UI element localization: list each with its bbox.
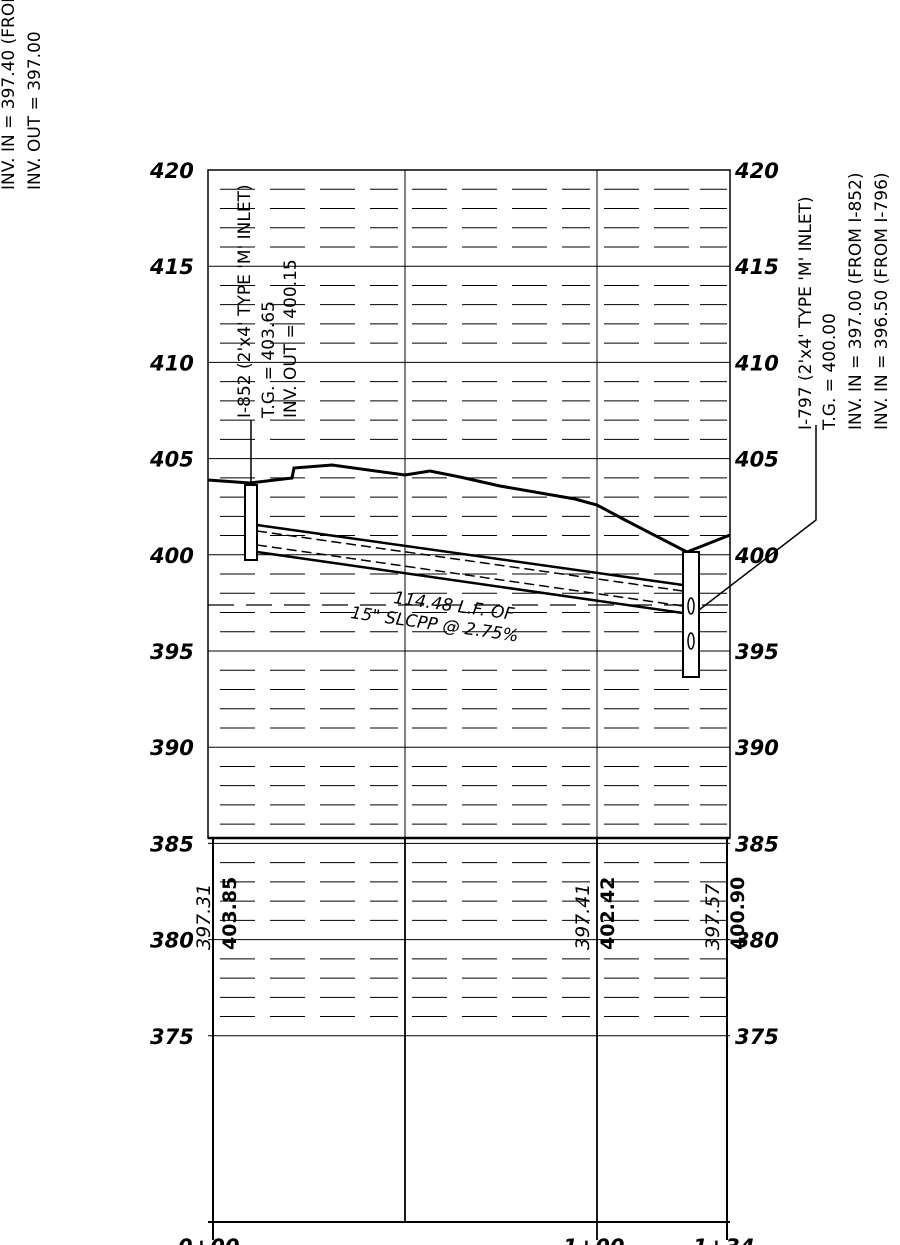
existing-ground-line bbox=[207, 463, 731, 554]
inlet-i797-inv-in-2: INV. IN = 396.50 (FROM I-796) bbox=[872, 172, 892, 430]
elev-label-left: 410 bbox=[149, 351, 194, 375]
elev-label-left: 385 bbox=[150, 832, 194, 856]
profile-data-table bbox=[208, 836, 730, 1240]
elev-label-left: 400 bbox=[149, 544, 194, 568]
pipe-15in-slcpp bbox=[256, 523, 684, 615]
top-left-notes: INV. IN = 397.40 (FROM I-800) INV. OUT =… bbox=[0, 0, 45, 190]
inlet-i852-inv-out: INV. OUT = 400.15 bbox=[281, 259, 301, 418]
inlet-i797: I-797 (2'x4' TYPE 'M' INLET) T.G. = 400.… bbox=[682, 172, 892, 678]
elev-label-left: 380 bbox=[150, 929, 194, 953]
inlet-i852-title: I-852 (2'x4' TYPE 'M' INLET) bbox=[235, 184, 255, 418]
station-2-grade: 400.90 bbox=[727, 877, 749, 950]
elev-label-right: 410 bbox=[734, 351, 779, 375]
station-label-0: 0+00 bbox=[178, 1235, 239, 1245]
table-values: 397.31 403.85 397.41 402.42 397.57 400.9… bbox=[193, 877, 749, 950]
top-left-note-1: INV. IN = 397.40 (FROM I-800) bbox=[0, 0, 19, 190]
pipe-top-inner bbox=[256, 530, 684, 592]
elev-label-right: 395 bbox=[735, 640, 779, 664]
elev-label-left: 415 bbox=[149, 255, 194, 279]
station-1-invert: 397.41 bbox=[572, 884, 594, 950]
elev-label-right: 420 bbox=[734, 159, 779, 183]
station-1-grade: 402.42 bbox=[597, 877, 619, 950]
elevation-labels-left: 420 415 410 405 400 395 390 385 380 375 bbox=[149, 159, 194, 1049]
station-2-invert: 397.57 bbox=[702, 884, 724, 950]
elev-label-right: 415 bbox=[734, 255, 779, 279]
pipe-invert-line bbox=[256, 550, 684, 615]
inlet-i852: I-852 (2'x4' TYPE 'M' INLET) T.G. = 403.… bbox=[235, 184, 301, 561]
elev-label-right: 405 bbox=[734, 448, 779, 472]
elev-label-left: 420 bbox=[149, 159, 194, 183]
pipe-opening-1 bbox=[687, 597, 695, 615]
elev-label-right: 390 bbox=[735, 736, 779, 760]
elev-label-left: 395 bbox=[150, 640, 194, 664]
elev-label-right: 375 bbox=[735, 1025, 779, 1049]
elevation-labels-right: 420 415 410 405 400 395 390 385 380 375 bbox=[734, 159, 779, 1049]
pipe-top-line bbox=[256, 523, 684, 587]
inlet-i797-title: I-797 (2'x4' TYPE 'M' INLET) bbox=[796, 196, 816, 430]
elev-label-right: 400 bbox=[734, 544, 779, 568]
inlet-i797-tg: T.G. = 400.00 bbox=[820, 313, 840, 431]
top-left-note-2: INV. OUT = 397.00 bbox=[25, 31, 45, 190]
inlet-i852-tg: T.G. = 403.65 bbox=[259, 301, 279, 419]
elev-label-right: 385 bbox=[735, 832, 779, 856]
inlet-i852-box bbox=[244, 484, 258, 561]
station-labels: 0+00 1+00 1+34 bbox=[178, 1235, 754, 1245]
elev-label-left: 405 bbox=[149, 448, 194, 472]
inlet-i797-leader bbox=[698, 425, 817, 611]
station-label-1: 1+00 bbox=[563, 1235, 624, 1245]
pipe-label: 114.48 L.F. OF 15" SLCPP @ 2.75% bbox=[349, 588, 519, 646]
elev-label-left: 390 bbox=[150, 736, 194, 760]
pipe-bottom-inner bbox=[256, 544, 684, 607]
station-0-grade: 403.85 bbox=[219, 877, 241, 950]
inlet-i797-inv-in-1: INV. IN = 397.00 (FROM I-852) bbox=[846, 172, 866, 430]
pipe-opening-2 bbox=[687, 632, 695, 650]
elev-label-right: 380 bbox=[735, 929, 779, 953]
station-0-invert: 397.31 bbox=[193, 884, 215, 950]
major-grid-lines bbox=[208, 169, 730, 1037]
station-label-2: 1+34 bbox=[693, 1235, 754, 1245]
elev-label-left: 375 bbox=[150, 1025, 194, 1049]
